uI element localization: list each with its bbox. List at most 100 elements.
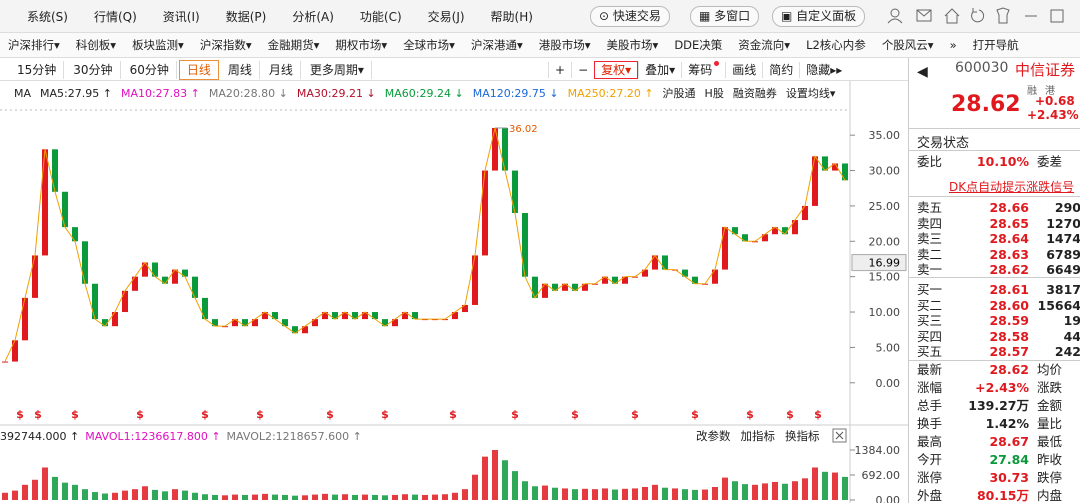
ma-legend-item[interactable]: MA20:28.80 ↓	[208, 87, 288, 100]
menu-item[interactable]: 功能(C)	[359, 9, 402, 24]
dividend-marker: $	[326, 408, 334, 421]
price: 28.58	[989, 328, 1029, 344]
periods-item[interactable]: 30分钟	[66, 60, 121, 79]
nav-item[interactable]: 美股市场▾	[606, 38, 659, 52]
volume-bar	[312, 494, 318, 500]
ma-legend-item[interactable]: MA120:29.75 ↓	[472, 87, 559, 100]
tools-item[interactable]: +	[548, 61, 572, 78]
y-tick-label: 0.00	[876, 494, 901, 503]
periods-item[interactable]: 日线	[178, 59, 219, 80]
volume: 44	[1063, 328, 1080, 344]
value: 28.62	[989, 362, 1029, 377]
ma-legend-item[interactable]: 融资融券	[732, 87, 777, 100]
label: 量比	[1037, 416, 1063, 431]
periods-item[interactable]: 周线	[220, 60, 260, 79]
value: 80.15万	[976, 488, 1029, 503]
candle	[142, 262, 148, 277]
nav-item[interactable]: 科创板▾	[75, 38, 117, 52]
nav-item[interactable]: 全球市场▾	[403, 38, 455, 52]
ma-legend-item[interactable]: 沪股通	[662, 87, 696, 100]
close-box[interactable]	[832, 428, 847, 443]
back-arrow[interactable]: ◀	[917, 64, 928, 80]
nav-item[interactable]: 板块监测▾	[132, 38, 184, 52]
nav-item[interactable]: 资金流向▾	[738, 38, 791, 52]
quick-trade[interactable]: ⊙ 快速交易	[590, 6, 670, 27]
menu-item[interactable]: 数据(P)	[225, 9, 267, 24]
tools-item[interactable]: 隐藏▸▸	[799, 61, 849, 78]
tools-item[interactable]: 筹码	[681, 60, 726, 78]
nav-item[interactable]: 期权市场▾	[335, 38, 388, 52]
vol-legend-item[interactable]: MAVOL1:1236617.800 ↑	[85, 429, 221, 443]
label: 跌停	[1037, 470, 1063, 485]
vol-buttons-item[interactable]: 加指标	[740, 429, 776, 443]
periods-item[interactable]: 60分钟	[122, 60, 177, 79]
signal-link[interactable]: DK点自动提示涨跌信号	[949, 180, 1075, 194]
ma-legend-item[interactable]: H股	[704, 87, 724, 100]
vol-legend-item[interactable]: 392744.000 ↑	[0, 429, 80, 443]
menu-item[interactable]: 分析(A)	[292, 9, 334, 24]
volume-bar	[122, 490, 128, 500]
nav-item[interactable]: 沪深排行▾	[8, 38, 60, 52]
volume-bar	[82, 489, 88, 500]
vol-buttons-item[interactable]: 改参数	[696, 429, 731, 443]
multi-window[interactable]: ▦ 多窗口	[690, 6, 760, 27]
tools-item[interactable]: 简约	[762, 61, 800, 78]
volume-bar	[612, 489, 618, 500]
candle	[2, 361, 8, 363]
volume-bar	[142, 486, 148, 500]
volume-bar	[832, 472, 838, 500]
tools-item[interactable]: 叠加▾	[638, 61, 682, 78]
candle	[342, 312, 348, 320]
candle	[72, 227, 78, 242]
nav-item[interactable]: 金融期货▾	[267, 38, 320, 52]
candle	[22, 297, 28, 341]
y-tick-label: 5.00	[876, 341, 901, 354]
tools-item[interactable]: 复权▾	[594, 60, 639, 79]
candle	[612, 276, 618, 284]
volume-bar	[112, 492, 118, 500]
menu-item[interactable]: 行情(Q)	[93, 9, 137, 24]
nav-item[interactable]: 打开导航	[972, 38, 1019, 52]
periods-item[interactable]: 15分钟	[10, 60, 65, 79]
ma-legend-item[interactable]: MA5:27.95 ↑	[40, 87, 112, 100]
stat-row: 最高 28.67 最低	[917, 434, 1062, 450]
candle	[712, 269, 718, 284]
periods-item[interactable]: 更多周期▾	[302, 60, 372, 79]
volume-bar	[332, 494, 338, 500]
tools-item[interactable]: 画线	[725, 61, 763, 78]
nav-item[interactable]: 港股市场▾	[538, 38, 591, 52]
candle	[492, 127, 498, 171]
nav-item[interactable]: 沪深指数▾	[199, 38, 252, 52]
volume-bar	[552, 487, 558, 500]
nav-item[interactable]: DDE决策	[674, 38, 723, 52]
nav-item[interactable]: L2核心内参	[806, 38, 866, 52]
nav-item[interactable]: 个股风云▾	[881, 38, 934, 52]
vol-buttons-item[interactable]: 换指标	[785, 429, 820, 443]
ma-legend-item[interactable]: 设置均线▾	[785, 87, 836, 100]
volume-bar	[372, 494, 378, 500]
menu-item[interactable]: 系统(S)	[27, 9, 68, 24]
close-line	[4, 127, 846, 362]
book-row: 买五 28.57 242	[917, 344, 1080, 360]
dividend-marker: $	[691, 408, 699, 421]
ma-legend-item[interactable]: MA250:27.20 ↑	[567, 87, 654, 100]
ma-legend-item[interactable]: MA	[14, 87, 32, 100]
volume-bar	[382, 495, 388, 500]
candle	[692, 276, 698, 284]
nav-item[interactable]: 沪深港通▾	[470, 38, 523, 52]
custom-panel[interactable]: ▣ 自定义面板	[772, 6, 866, 27]
menu-item[interactable]: 资讯(I)	[162, 9, 200, 24]
label: 快速交易	[612, 9, 661, 23]
volume-bar	[12, 490, 18, 500]
periods-item[interactable]: 月线	[261, 60, 301, 79]
vol-legend-item[interactable]: MAVOL2:1218657.600 ↑	[226, 429, 362, 443]
ma-legend-item[interactable]: MA10:27.83 ↑	[120, 87, 200, 100]
menu-item[interactable]: 帮助(H)	[490, 9, 533, 24]
menu-item[interactable]: 交易(J)	[427, 9, 465, 24]
candle	[172, 269, 178, 284]
label: 卖五	[917, 200, 943, 215]
nav-item[interactable]: »	[949, 38, 957, 52]
ma-legend-item[interactable]: MA30:29.21 ↓	[296, 87, 376, 100]
ma-legend-item[interactable]: MA60:29.24 ↓	[384, 87, 464, 100]
tools-item[interactable]: −	[571, 61, 595, 78]
